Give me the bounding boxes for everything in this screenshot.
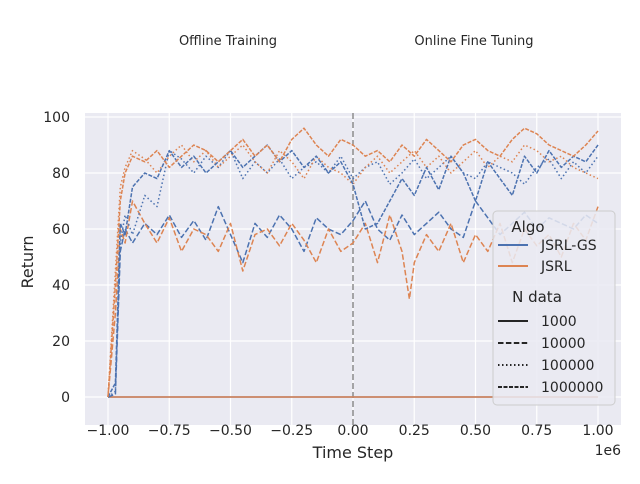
legend-style-label: 100000 xyxy=(541,358,594,374)
y-tick-label: 60 xyxy=(52,222,70,238)
series-line-jsrl-100000 xyxy=(107,144,599,398)
legend-style-label: 10000 xyxy=(541,336,586,352)
legend-style-title: N data xyxy=(512,288,562,306)
y-tick-label: 40 xyxy=(52,278,70,294)
x-tick-label: 0.75 xyxy=(521,423,552,439)
y-axis-label: Return xyxy=(18,235,37,288)
legend-style-label: 1000 xyxy=(541,314,577,330)
y-tick-labels: 0 20 40 60 80 100 xyxy=(43,110,70,406)
legend-style-entries: 1000 10000 100000 1000000 xyxy=(498,314,603,396)
legend-style-label: 1000000 xyxy=(541,380,603,396)
series-line-jsrl-gs-1000000 xyxy=(107,144,599,398)
x-tick-label: 0.00 xyxy=(337,423,368,439)
legend-hue-entries: JSRL-GS JSRL xyxy=(498,238,597,275)
series-line-jsrl-gs-100000 xyxy=(107,149,599,398)
x-tick-label: −0.25 xyxy=(270,423,313,439)
legend-box xyxy=(492,210,616,406)
x-tick-label: −0.75 xyxy=(148,423,191,439)
y-tick-label: 0 xyxy=(61,390,70,406)
x-tick-label: 0.50 xyxy=(460,423,491,439)
x-tick-label: −0.50 xyxy=(209,423,252,439)
x-tick-label: 1.00 xyxy=(582,423,613,439)
y-tick-label: 20 xyxy=(52,334,70,350)
series-line-jsrl-1000000 xyxy=(107,127,599,398)
legend-hue-title: Algo xyxy=(511,218,544,236)
x-axis-label: Time Step xyxy=(312,443,394,462)
x-tick-labels: −1.00 −0.75 −0.50 −0.25 0.00 0.25 0.50 0.75 1.00 xyxy=(87,423,614,439)
annotation-offline-training: Offline Training xyxy=(179,34,277,49)
x-tick-label: 0.25 xyxy=(399,423,430,439)
y-tick-label: 80 xyxy=(52,166,70,182)
legend-hue-label: JSRL-GS xyxy=(540,238,597,254)
annotation-online-fine-tuning: Online Fine Tuning xyxy=(414,34,533,49)
x-tick-label: −1.00 xyxy=(87,423,130,439)
x-offset-label: 1e6 xyxy=(595,443,622,459)
y-tick-label: 100 xyxy=(43,110,70,126)
legend-hue-label: JSRL xyxy=(540,259,572,275)
